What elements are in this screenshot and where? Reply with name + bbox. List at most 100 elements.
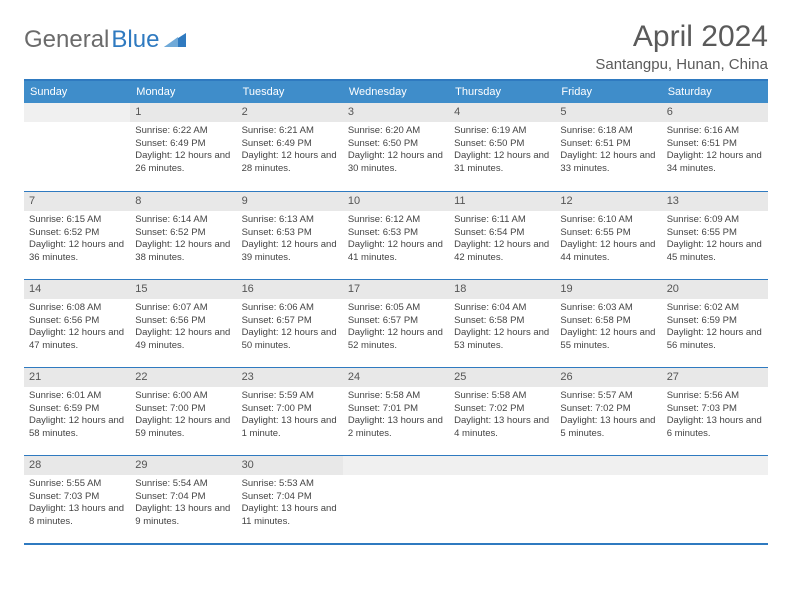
day-number: 27 xyxy=(662,368,768,387)
daylight-text: Daylight: 12 hours and 45 minutes. xyxy=(667,239,763,265)
sunrise-text: Sunrise: 6:07 AM xyxy=(135,302,231,315)
sunset-text: Sunset: 6:55 PM xyxy=(667,227,763,240)
day-number: 22 xyxy=(130,368,236,387)
day-number: 1 xyxy=(130,103,236,122)
sunrise-text: Sunrise: 6:20 AM xyxy=(348,125,444,138)
day-number: 12 xyxy=(555,192,661,211)
location-text: Santangpu, Hunan, China xyxy=(595,56,768,73)
daylight-text: Daylight: 12 hours and 52 minutes. xyxy=(348,327,444,353)
day-details: Sunrise: 5:54 AMSunset: 7:04 PMDaylight:… xyxy=(130,475,236,534)
day-cell xyxy=(343,456,449,543)
sunset-text: Sunset: 6:58 PM xyxy=(560,315,656,328)
title-block: April 2024 Santangpu, Hunan, China xyxy=(595,20,768,73)
day-cell: 30Sunrise: 5:53 AMSunset: 7:04 PMDayligh… xyxy=(237,456,343,543)
day-cell: 4Sunrise: 6:19 AMSunset: 6:50 PMDaylight… xyxy=(449,103,555,191)
day-cell: 1Sunrise: 6:22 AMSunset: 6:49 PMDaylight… xyxy=(130,103,236,191)
day-number: 8 xyxy=(130,192,236,211)
day-cell xyxy=(555,456,661,543)
sunset-text: Sunset: 7:04 PM xyxy=(135,491,231,504)
daylight-text: Daylight: 12 hours and 56 minutes. xyxy=(667,327,763,353)
day-cell: 5Sunrise: 6:18 AMSunset: 6:51 PMDaylight… xyxy=(555,103,661,191)
daylight-text: Daylight: 12 hours and 42 minutes. xyxy=(454,239,550,265)
logo-text-blue: Blue xyxy=(111,26,159,54)
week-row: 21Sunrise: 6:01 AMSunset: 6:59 PMDayligh… xyxy=(24,367,768,455)
day-cell: 15Sunrise: 6:07 AMSunset: 6:56 PMDayligh… xyxy=(130,280,236,367)
day-cell: 18Sunrise: 6:04 AMSunset: 6:58 PMDayligh… xyxy=(449,280,555,367)
sunrise-text: Sunrise: 6:02 AM xyxy=(667,302,763,315)
sunrise-text: Sunrise: 6:05 AM xyxy=(348,302,444,315)
daylight-text: Daylight: 12 hours and 30 minutes. xyxy=(348,150,444,176)
week-row: 28Sunrise: 5:55 AMSunset: 7:03 PMDayligh… xyxy=(24,455,768,543)
day-number xyxy=(449,456,555,475)
day-details: Sunrise: 6:09 AMSunset: 6:55 PMDaylight:… xyxy=(662,211,768,270)
day-cell: 23Sunrise: 5:59 AMSunset: 7:00 PMDayligh… xyxy=(237,368,343,455)
day-number xyxy=(343,456,449,475)
dow-sunday: Sunday xyxy=(24,81,130,103)
sunset-text: Sunset: 6:49 PM xyxy=(135,138,231,151)
day-details: Sunrise: 5:58 AMSunset: 7:01 PMDaylight:… xyxy=(343,387,449,446)
day-cell: 29Sunrise: 5:54 AMSunset: 7:04 PMDayligh… xyxy=(130,456,236,543)
sunrise-text: Sunrise: 6:22 AM xyxy=(135,125,231,138)
week-row: 7Sunrise: 6:15 AMSunset: 6:52 PMDaylight… xyxy=(24,191,768,279)
daylight-text: Daylight: 13 hours and 2 minutes. xyxy=(348,415,444,441)
sunrise-text: Sunrise: 6:06 AM xyxy=(242,302,338,315)
day-cell: 24Sunrise: 5:58 AMSunset: 7:01 PMDayligh… xyxy=(343,368,449,455)
sunrise-text: Sunrise: 6:08 AM xyxy=(29,302,125,315)
day-cell: 22Sunrise: 6:00 AMSunset: 7:00 PMDayligh… xyxy=(130,368,236,455)
day-cell: 25Sunrise: 5:58 AMSunset: 7:02 PMDayligh… xyxy=(449,368,555,455)
day-number: 3 xyxy=(343,103,449,122)
sunrise-text: Sunrise: 6:03 AM xyxy=(560,302,656,315)
day-cell: 19Sunrise: 6:03 AMSunset: 6:58 PMDayligh… xyxy=(555,280,661,367)
daylight-text: Daylight: 12 hours and 39 minutes. xyxy=(242,239,338,265)
daylight-text: Daylight: 12 hours and 49 minutes. xyxy=(135,327,231,353)
day-number: 30 xyxy=(237,456,343,475)
day-cell: 17Sunrise: 6:05 AMSunset: 6:57 PMDayligh… xyxy=(343,280,449,367)
day-details: Sunrise: 6:22 AMSunset: 6:49 PMDaylight:… xyxy=(130,122,236,181)
day-details: Sunrise: 6:20 AMSunset: 6:50 PMDaylight:… xyxy=(343,122,449,181)
day-details: Sunrise: 6:18 AMSunset: 6:51 PMDaylight:… xyxy=(555,122,661,181)
sunrise-text: Sunrise: 5:55 AM xyxy=(29,478,125,491)
dow-saturday: Saturday xyxy=(662,81,768,103)
day-details: Sunrise: 6:06 AMSunset: 6:57 PMDaylight:… xyxy=(237,299,343,358)
sunset-text: Sunset: 6:50 PM xyxy=(454,138,550,151)
sunrise-text: Sunrise: 5:54 AM xyxy=(135,478,231,491)
sunrise-text: Sunrise: 6:14 AM xyxy=(135,214,231,227)
dow-wednesday: Wednesday xyxy=(343,81,449,103)
sunset-text: Sunset: 6:54 PM xyxy=(454,227,550,240)
day-details: Sunrise: 6:05 AMSunset: 6:57 PMDaylight:… xyxy=(343,299,449,358)
day-details: Sunrise: 6:15 AMSunset: 6:52 PMDaylight:… xyxy=(24,211,130,270)
sunset-text: Sunset: 7:02 PM xyxy=(454,403,550,416)
day-cell: 9Sunrise: 6:13 AMSunset: 6:53 PMDaylight… xyxy=(237,192,343,279)
sunset-text: Sunset: 6:58 PM xyxy=(454,315,550,328)
sunset-text: Sunset: 7:02 PM xyxy=(560,403,656,416)
sunrise-text: Sunrise: 6:12 AM xyxy=(348,214,444,227)
day-number: 19 xyxy=(555,280,661,299)
daylight-text: Daylight: 13 hours and 1 minute. xyxy=(242,415,338,441)
sunset-text: Sunset: 6:51 PM xyxy=(560,138,656,151)
sunrise-text: Sunrise: 6:16 AM xyxy=(667,125,763,138)
day-details: Sunrise: 6:14 AMSunset: 6:52 PMDaylight:… xyxy=(130,211,236,270)
day-number: 20 xyxy=(662,280,768,299)
sunrise-text: Sunrise: 6:18 AM xyxy=(560,125,656,138)
day-cell: 14Sunrise: 6:08 AMSunset: 6:56 PMDayligh… xyxy=(24,280,130,367)
day-details: Sunrise: 6:08 AMSunset: 6:56 PMDaylight:… xyxy=(24,299,130,358)
sunset-text: Sunset: 6:59 PM xyxy=(29,403,125,416)
day-cell: 12Sunrise: 6:10 AMSunset: 6:55 PMDayligh… xyxy=(555,192,661,279)
week-row: 1Sunrise: 6:22 AMSunset: 6:49 PMDaylight… xyxy=(24,103,768,191)
day-details: Sunrise: 5:53 AMSunset: 7:04 PMDaylight:… xyxy=(237,475,343,534)
daylight-text: Daylight: 13 hours and 5 minutes. xyxy=(560,415,656,441)
day-cell xyxy=(662,456,768,543)
day-details: Sunrise: 6:13 AMSunset: 6:53 PMDaylight:… xyxy=(237,211,343,270)
day-number: 6 xyxy=(662,103,768,122)
day-details: Sunrise: 6:12 AMSunset: 6:53 PMDaylight:… xyxy=(343,211,449,270)
sunset-text: Sunset: 6:57 PM xyxy=(242,315,338,328)
daylight-text: Daylight: 12 hours and 53 minutes. xyxy=(454,327,550,353)
day-number xyxy=(555,456,661,475)
sunset-text: Sunset: 6:59 PM xyxy=(667,315,763,328)
day-details: Sunrise: 6:21 AMSunset: 6:49 PMDaylight:… xyxy=(237,122,343,181)
day-cell: 20 Sunrise: 6:02 AMSunset: 6:59 PMDayligh… xyxy=(662,280,768,367)
day-cell: 10Sunrise: 6:12 AMSunset: 6:53 PMDayligh… xyxy=(343,192,449,279)
daylight-text: Daylight: 13 hours and 4 minutes. xyxy=(454,415,550,441)
sunset-text: Sunset: 7:03 PM xyxy=(667,403,763,416)
sunrise-text: Sunrise: 6:09 AM xyxy=(667,214,763,227)
